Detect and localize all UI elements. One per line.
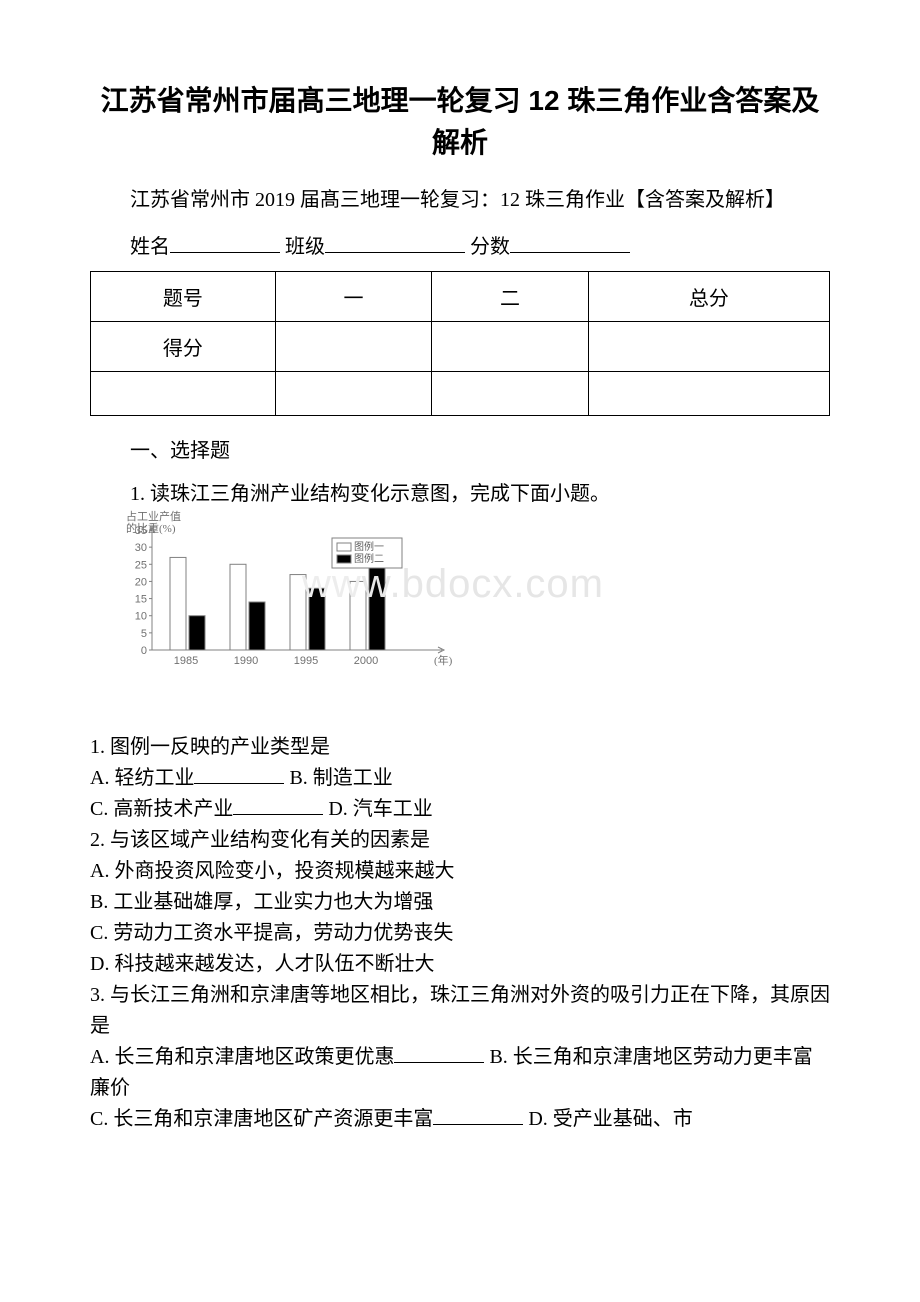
svg-text:的比重(%): 的比重(%) (126, 521, 176, 535)
svg-text:5: 5 (141, 628, 147, 640)
option-blank (394, 1062, 484, 1063)
row-label-cell: 得分 (91, 322, 276, 372)
q3-option-a: A. 长三角和京津唐地区政策更优惠 (90, 1046, 394, 1068)
class-label: 班级 (285, 236, 325, 258)
student-info-line: 姓名 班级 分数 (90, 230, 830, 259)
empty-cell (432, 322, 589, 372)
table-row: 题号 一 二 总分 (91, 272, 830, 322)
document-title: 江苏省常州市届髙三地理一轮复习 12 珠三角作业含答案及解析 (90, 80, 830, 164)
header-cell: 二 (432, 272, 589, 322)
bar-chart: www.bdocx.com 占工业产值的比重(%)051015202530351… (122, 510, 462, 710)
table-row: 得分 (91, 322, 830, 372)
q3-option-c: C. 长三角和京津唐地区矿产资源更丰富 (90, 1108, 433, 1130)
header-cell: 一 (275, 272, 432, 322)
score-label: 分数 (470, 236, 510, 258)
q1-option-c: C. 高新技术产业 (90, 798, 233, 820)
empty-cell (588, 322, 829, 372)
header-cell: 总分 (588, 272, 829, 322)
q3-stem: 3. 与长江三角洲和京津唐等地区相比，珠江三角洲对外资的吸引力正在下降，其原因是 (90, 984, 830, 1037)
section-heading: 一、选择题 (90, 434, 830, 463)
svg-text:图例一: 图例一 (354, 540, 384, 553)
q1-option-b: B. 制造工业 (289, 767, 392, 789)
table-row (91, 372, 830, 416)
svg-text:图例二: 图例二 (354, 552, 384, 565)
option-blank (433, 1124, 523, 1125)
empty-cell (91, 372, 276, 416)
document-subtitle: 江苏省常州市 2019 届髙三地理一轮复习：12 珠三角作业【含答案及解析】 (90, 184, 830, 216)
svg-text:1995: 1995 (294, 655, 318, 667)
question-stem: 1. 读珠江三角洲产业结构变化示意图，完成下面小题。 (90, 477, 830, 506)
svg-text:20: 20 (135, 576, 147, 588)
q1-stem: 1. 图例一反映的产业类型是 (90, 736, 330, 758)
svg-text:1985: 1985 (174, 655, 198, 667)
option-blank (194, 783, 284, 784)
empty-cell (275, 372, 432, 416)
q2-option-c: C. 劳动力工资水平提高，劳动力优势丧失 (90, 922, 453, 944)
score-blank (510, 252, 630, 253)
option-blank (233, 814, 323, 815)
svg-text:30: 30 (135, 542, 147, 554)
svg-text:(年): (年) (434, 653, 453, 667)
chart-svg: 占工业产值的比重(%) 0 5 10 15 20 25 30 35 1985 1990 1995 200… (122, 510, 462, 710)
svg-text:1990: 1990 (234, 655, 258, 667)
svg-text:25: 25 (135, 559, 147, 571)
q3-option-d: D. 受产业基础、市 (528, 1108, 692, 1130)
svg-text:15: 15 (135, 594, 147, 606)
svg-text:2000: 2000 (354, 655, 378, 667)
class-blank (325, 252, 465, 253)
name-blank (170, 252, 280, 253)
svg-text:10: 10 (135, 611, 147, 623)
q1-option-a: A. 轻纺工业 (90, 767, 194, 789)
svg-text:0: 0 (141, 645, 147, 657)
q2-option-b: B. 工业基础雄厚，工业实力也大为增强 (90, 891, 433, 913)
svg-text:35: 35 (135, 525, 147, 537)
score-table: 题号 一 二 总分 得分 (90, 271, 830, 416)
q2-option-a: A. 外商投资风险变小，投资规模越来越大 (90, 860, 454, 882)
empty-cell (275, 322, 432, 372)
empty-cell (588, 372, 829, 416)
q1-option-d: D. 汽车工业 (328, 798, 432, 820)
name-label: 姓名 (130, 236, 170, 258)
question-body: 1. 图例一反映的产业类型是 A. 轻纺工业 B. 制造工业 C. 高新技术产业… (90, 732, 830, 1135)
empty-cell (432, 372, 589, 416)
header-cell: 题号 (91, 272, 276, 322)
q2-option-d: D. 科技越来越发达，人才队伍不断壮大 (90, 953, 434, 975)
svg-text:占工业产值: 占工业产值 (126, 510, 181, 523)
q2-stem: 2. 与该区域产业结构变化有关的因素是 (90, 829, 430, 851)
